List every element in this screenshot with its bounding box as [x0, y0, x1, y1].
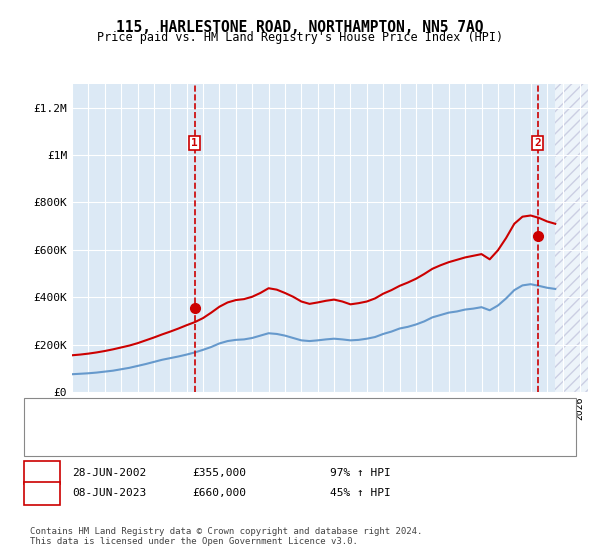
- Text: 45% ↑ HPI: 45% ↑ HPI: [330, 488, 391, 498]
- Text: 97% ↑ HPI: 97% ↑ HPI: [330, 468, 391, 478]
- Text: 1: 1: [191, 138, 198, 148]
- Bar: [555, 84, 588, 392]
- Text: 2: 2: [535, 138, 541, 148]
- Text: 115, HARLESTONE ROAD, NORTHAMPTON, NN5 7AQ: 115, HARLESTONE ROAD, NORTHAMPTON, NN5 7…: [116, 20, 484, 35]
- Text: Price paid vs. HM Land Registry's House Price Index (HPI): Price paid vs. HM Land Registry's House …: [97, 31, 503, 44]
- Text: 08-JUN-2023: 08-JUN-2023: [72, 488, 146, 498]
- Text: 115, HARLESTONE ROAD, NORTHAMPTON, NN5 7AQ (detached house): 115, HARLESTONE ROAD, NORTHAMPTON, NN5 7…: [84, 410, 453, 420]
- Text: 2: 2: [38, 488, 46, 498]
- Text: Contains HM Land Registry data © Crown copyright and database right 2024.
This d: Contains HM Land Registry data © Crown c…: [30, 526, 422, 546]
- Text: £355,000: £355,000: [192, 468, 246, 478]
- Text: 28-JUN-2002: 28-JUN-2002: [72, 468, 146, 478]
- Text: £660,000: £660,000: [192, 488, 246, 498]
- Text: HPI: Average price, detached house, West Northamptonshire: HPI: Average price, detached house, West…: [84, 435, 440, 445]
- Text: 1: 1: [38, 468, 46, 478]
